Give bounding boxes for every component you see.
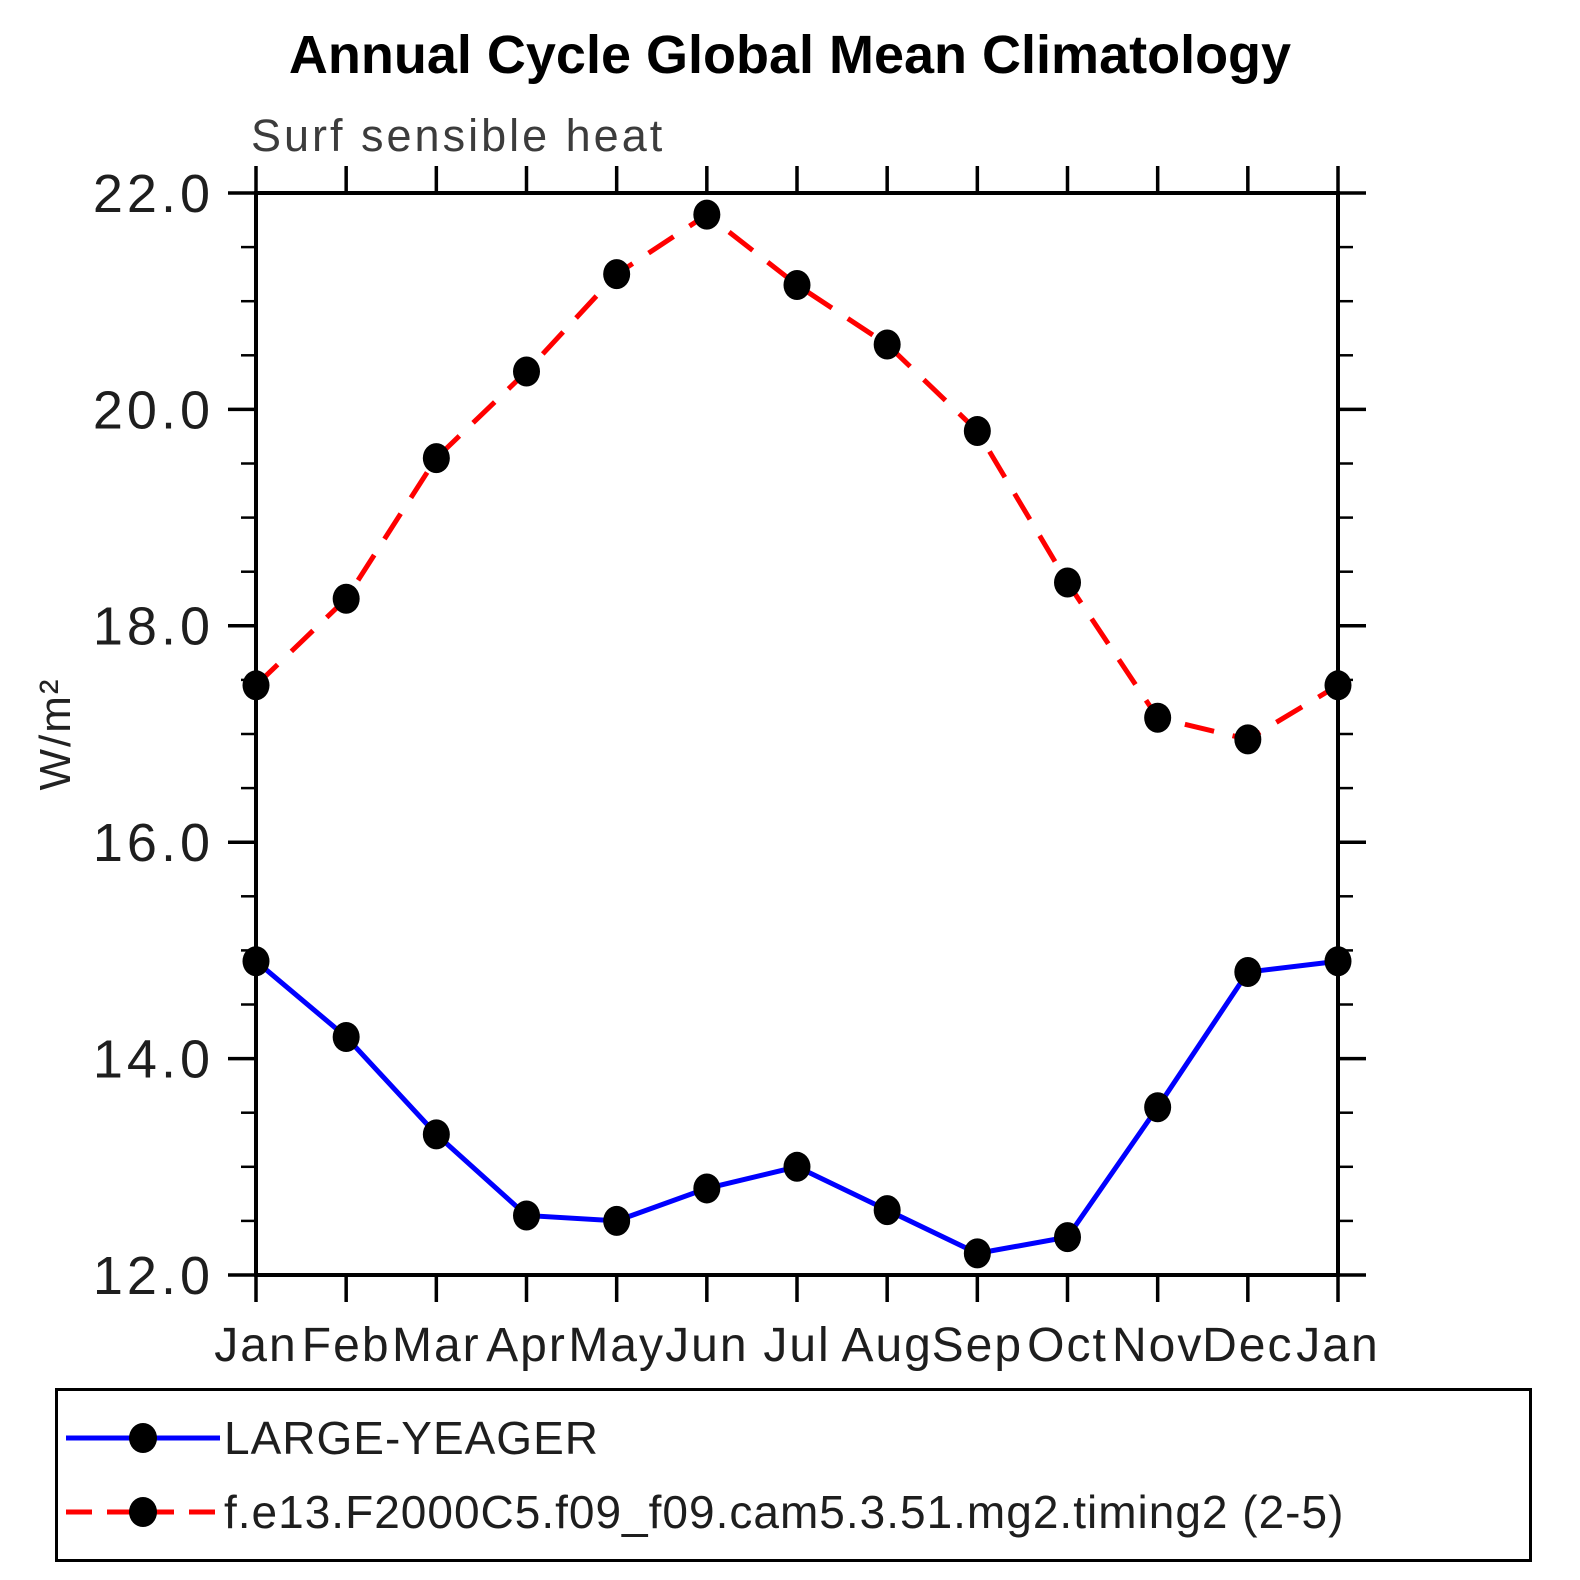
data-point-marker bbox=[603, 1205, 631, 1236]
data-point-marker bbox=[513, 356, 540, 387]
data-point-marker bbox=[873, 329, 901, 360]
legend-label-large-yeager: LARGE-YEAGER bbox=[224, 1412, 599, 1464]
legend-item-large-yeager: LARGE-YEAGER bbox=[62, 1402, 1529, 1474]
chart-title: Annual Cycle Global Mean Climatology bbox=[288, 25, 1292, 85]
x-tick-label: Apr bbox=[486, 1319, 567, 1372]
y-tick-label: 16.0 bbox=[93, 813, 214, 873]
x-tick-label: Feb bbox=[302, 1319, 391, 1372]
x-tick-label: Jan bbox=[214, 1319, 297, 1372]
data-point-marker bbox=[422, 1119, 450, 1150]
y-tick-label: 18.0 bbox=[93, 597, 214, 657]
x-tick-label: May bbox=[568, 1319, 665, 1372]
data-point-marker bbox=[693, 1173, 721, 1204]
y-tick-label: 12.0 bbox=[93, 1246, 214, 1306]
data-point-marker bbox=[1144, 702, 1172, 733]
chart-subtitle: Surf sensible heat bbox=[251, 110, 666, 161]
x-tick-label: Oct bbox=[1027, 1319, 1108, 1372]
data-point-marker bbox=[693, 199, 721, 230]
data-point-marker bbox=[513, 1200, 540, 1231]
legend-box: LARGE-YEAGER f.e13.F2000C5.f09_f09.cam5.… bbox=[55, 1388, 1532, 1562]
data-point-marker bbox=[332, 583, 360, 614]
legend-swatch-solid-line bbox=[66, 1423, 220, 1453]
data-point-marker bbox=[873, 1195, 901, 1226]
data-point-marker bbox=[422, 443, 450, 474]
data-point-marker bbox=[1324, 946, 1352, 977]
x-tick-label: Jul bbox=[763, 1319, 830, 1372]
data-point-marker bbox=[603, 259, 631, 290]
data-point-marker bbox=[783, 269, 811, 300]
data-point-marker bbox=[1144, 1092, 1172, 1123]
data-point-marker bbox=[332, 1021, 360, 1052]
legend-label-model-run: f.e13.F2000C5.f09_f09.cam5.3.51.mg2.timi… bbox=[224, 1486, 1345, 1538]
y-tick-label: 20.0 bbox=[93, 380, 214, 440]
x-tick-label: Sep bbox=[932, 1319, 1023, 1372]
x-tick-label: Nov bbox=[1112, 1319, 1203, 1372]
data-point-marker bbox=[1234, 724, 1262, 755]
data-point-marker bbox=[1324, 670, 1352, 701]
data-point-marker bbox=[242, 670, 270, 701]
x-tick-label: Aug bbox=[841, 1319, 932, 1372]
legend-marker-dot bbox=[129, 1497, 157, 1527]
data-point-marker bbox=[1054, 1222, 1081, 1253]
data-point-marker bbox=[963, 416, 991, 447]
y-tick-label: 22.0 bbox=[93, 164, 214, 224]
legend-marker-dot bbox=[129, 1423, 157, 1453]
series-line-0 bbox=[254, 958, 1339, 1256]
y-tick-label: 14.0 bbox=[93, 1030, 214, 1090]
x-tick-label: Jun bbox=[665, 1319, 748, 1372]
legend-item-model-run: f.e13.F2000C5.f09_f09.cam5.3.51.mg2.timi… bbox=[62, 1476, 1529, 1548]
x-tick-label: Jan bbox=[1296, 1319, 1379, 1372]
data-point-marker bbox=[1054, 567, 1081, 598]
data-point-marker bbox=[242, 946, 270, 977]
legend-swatch-dashed-line bbox=[66, 1497, 220, 1527]
data-point-marker bbox=[783, 1151, 811, 1182]
data-point-marker bbox=[963, 1238, 991, 1269]
x-tick-label: Dec bbox=[1202, 1319, 1293, 1372]
x-tick-label: Mar bbox=[392, 1319, 481, 1372]
data-point-marker bbox=[1234, 957, 1262, 988]
